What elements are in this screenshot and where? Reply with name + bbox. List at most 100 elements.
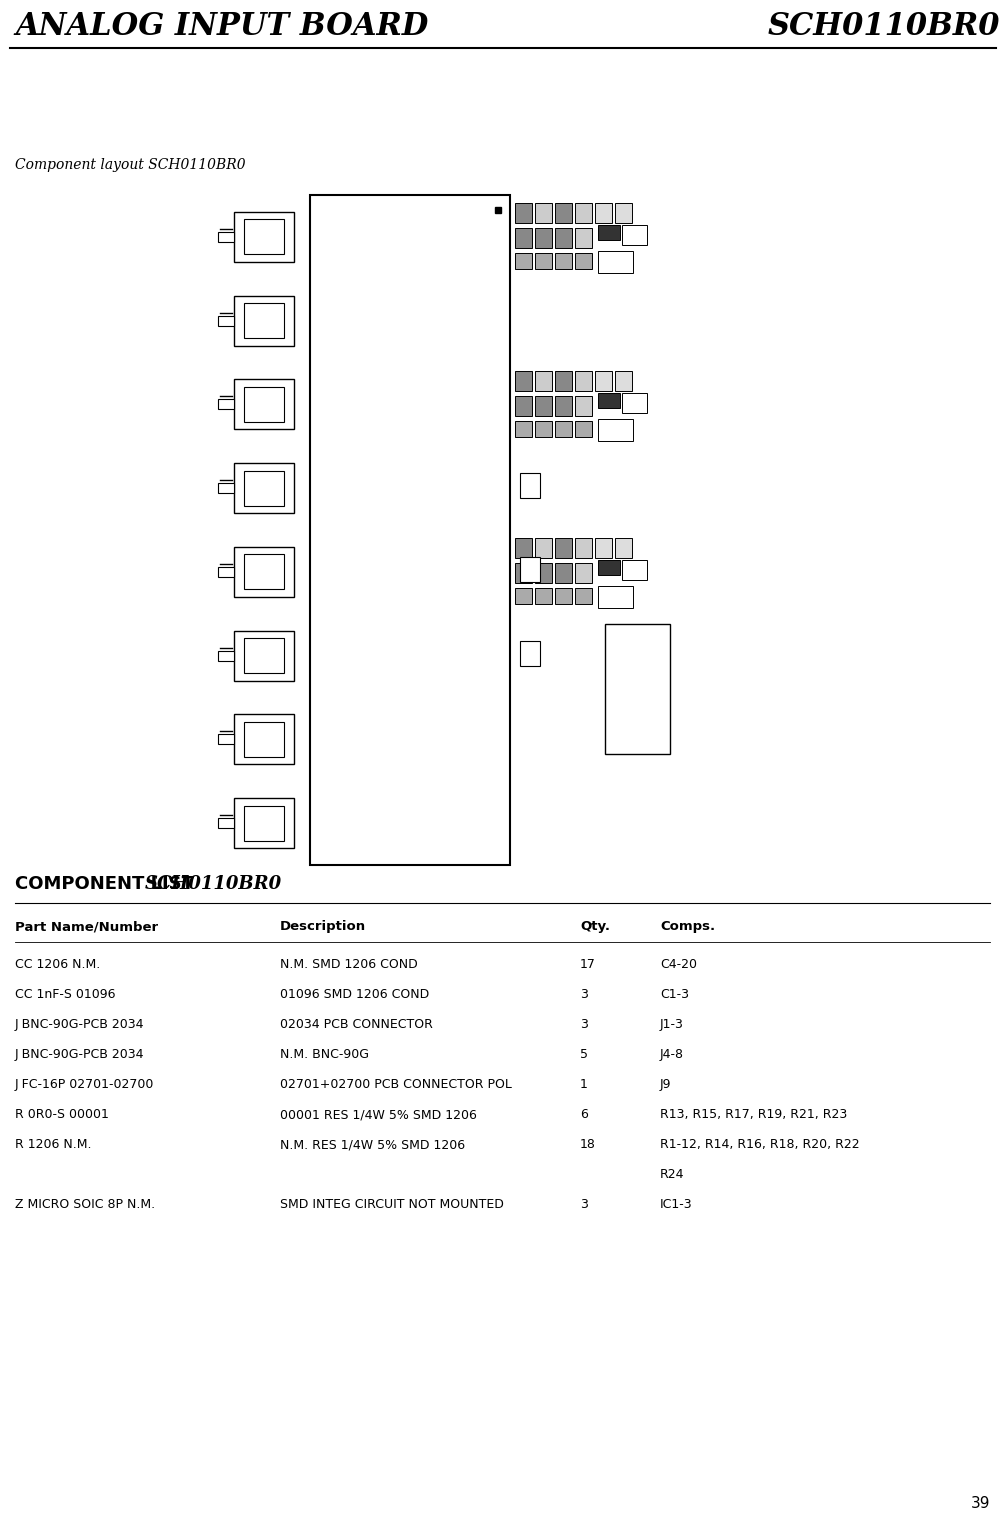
Bar	[515, 395, 532, 415]
Text: COMPONENT LIST: COMPONENT LIST	[15, 876, 200, 893]
Text: C1-3: C1-3	[660, 987, 689, 1001]
Bar	[535, 421, 552, 436]
Bar	[515, 204, 532, 224]
Bar	[515, 228, 532, 248]
Bar	[515, 588, 532, 605]
Bar	[535, 204, 552, 224]
Text: 3: 3	[580, 987, 588, 1001]
Bar	[605, 623, 670, 753]
Text: R 1206 N.M.: R 1206 N.M.	[15, 1138, 92, 1151]
Text: N.M. BNC-90G: N.M. BNC-90G	[280, 1049, 369, 1061]
Bar	[218, 315, 234, 326]
Text: R1-12, R14, R16, R18, R20, R22: R1-12, R14, R16, R18, R20, R22	[660, 1138, 859, 1151]
Bar	[535, 537, 552, 557]
Bar	[234, 462, 294, 513]
Bar	[234, 295, 294, 346]
Text: N.M. RES 1/4W 5% SMD 1206: N.M. RES 1/4W 5% SMD 1206	[280, 1138, 465, 1151]
Bar	[555, 204, 572, 224]
Bar	[535, 395, 552, 415]
Bar	[234, 211, 294, 262]
Bar	[575, 395, 592, 415]
Bar	[555, 253, 572, 269]
Text: Part Name/Number: Part Name/Number	[15, 920, 158, 932]
Bar	[218, 566, 234, 577]
Text: R24: R24	[660, 1168, 684, 1180]
Bar	[555, 421, 572, 436]
Bar	[234, 798, 294, 848]
Bar	[598, 225, 620, 240]
Text: Comps.: Comps.	[660, 920, 715, 932]
Bar	[615, 371, 632, 390]
Text: 1: 1	[580, 1078, 588, 1092]
Bar	[598, 418, 633, 441]
Text: Z MICRO SOIC 8P N.M.: Z MICRO SOIC 8P N.M.	[15, 1197, 155, 1211]
Text: J4-8: J4-8	[660, 1049, 684, 1061]
Bar	[520, 473, 540, 498]
Text: J BNC-90G-PCB 2034: J BNC-90G-PCB 2034	[15, 1018, 145, 1030]
Text: CC 1206 N.M.: CC 1206 N.M.	[15, 958, 101, 971]
Bar	[244, 387, 284, 423]
Text: J FC-16P 02701-02700: J FC-16P 02701-02700	[15, 1078, 154, 1092]
Bar	[622, 225, 647, 245]
Text: 5: 5	[580, 1049, 588, 1061]
Bar	[598, 560, 620, 576]
Bar	[575, 537, 592, 557]
Text: R 0R0-S 00001: R 0R0-S 00001	[15, 1108, 109, 1121]
Bar	[595, 204, 612, 224]
Bar	[555, 563, 572, 583]
Bar	[234, 715, 294, 764]
Bar	[515, 253, 532, 269]
Bar	[218, 400, 234, 409]
Bar	[575, 371, 592, 390]
Bar	[555, 228, 572, 248]
Bar	[575, 253, 592, 269]
Bar	[218, 735, 234, 744]
Text: CC 1nF-S 01096: CC 1nF-S 01096	[15, 987, 116, 1001]
Text: SCH0110BR0: SCH0110BR0	[768, 11, 1000, 41]
Bar	[244, 723, 284, 756]
Text: C4-20: C4-20	[660, 958, 697, 971]
Bar	[244, 638, 284, 674]
Bar	[520, 640, 540, 666]
Bar	[575, 228, 592, 248]
Text: ANALOG INPUT BOARD: ANALOG INPUT BOARD	[15, 11, 429, 41]
Text: 00001 RES 1/4W 5% SMD 1206: 00001 RES 1/4W 5% SMD 1206	[280, 1108, 477, 1121]
Bar	[218, 484, 234, 493]
Bar	[555, 537, 572, 557]
Text: Component layout SCH0110BR0: Component layout SCH0110BR0	[15, 158, 245, 171]
Bar	[535, 563, 552, 583]
Bar	[520, 557, 540, 582]
Text: 01096 SMD 1206 COND: 01096 SMD 1206 COND	[280, 987, 430, 1001]
Text: 02034 PCB CONNECTOR: 02034 PCB CONNECTOR	[280, 1018, 433, 1030]
Bar	[234, 380, 294, 429]
Text: N.M. SMD 1206 COND: N.M. SMD 1206 COND	[280, 958, 417, 971]
Bar	[575, 204, 592, 224]
Text: R13, R15, R17, R19, R21, R23: R13, R15, R17, R19, R21, R23	[660, 1108, 847, 1121]
Bar	[234, 547, 294, 597]
Bar	[615, 537, 632, 557]
Bar	[555, 588, 572, 605]
Bar	[595, 537, 612, 557]
Bar	[244, 470, 284, 505]
Bar	[598, 586, 633, 608]
Bar	[515, 537, 532, 557]
Bar	[218, 651, 234, 660]
Text: 39: 39	[971, 1496, 990, 1511]
Bar	[622, 560, 647, 580]
Text: Description: Description	[280, 920, 366, 932]
Text: 3: 3	[580, 1018, 588, 1030]
Text: J9: J9	[660, 1078, 671, 1092]
Text: J1-3: J1-3	[660, 1018, 684, 1030]
Text: Qty.: Qty.	[580, 920, 610, 932]
Bar	[555, 395, 572, 415]
Text: 17: 17	[580, 958, 596, 971]
Bar	[515, 563, 532, 583]
Bar	[244, 805, 284, 841]
Text: 02701+02700 PCB CONNECTOR POL: 02701+02700 PCB CONNECTOR POL	[280, 1078, 512, 1092]
Bar	[234, 631, 294, 681]
Text: J BNC-90G-PCB 2034: J BNC-90G-PCB 2034	[15, 1049, 145, 1061]
Bar	[555, 371, 572, 390]
Bar	[598, 392, 620, 407]
Bar	[244, 303, 284, 338]
Bar	[575, 588, 592, 605]
